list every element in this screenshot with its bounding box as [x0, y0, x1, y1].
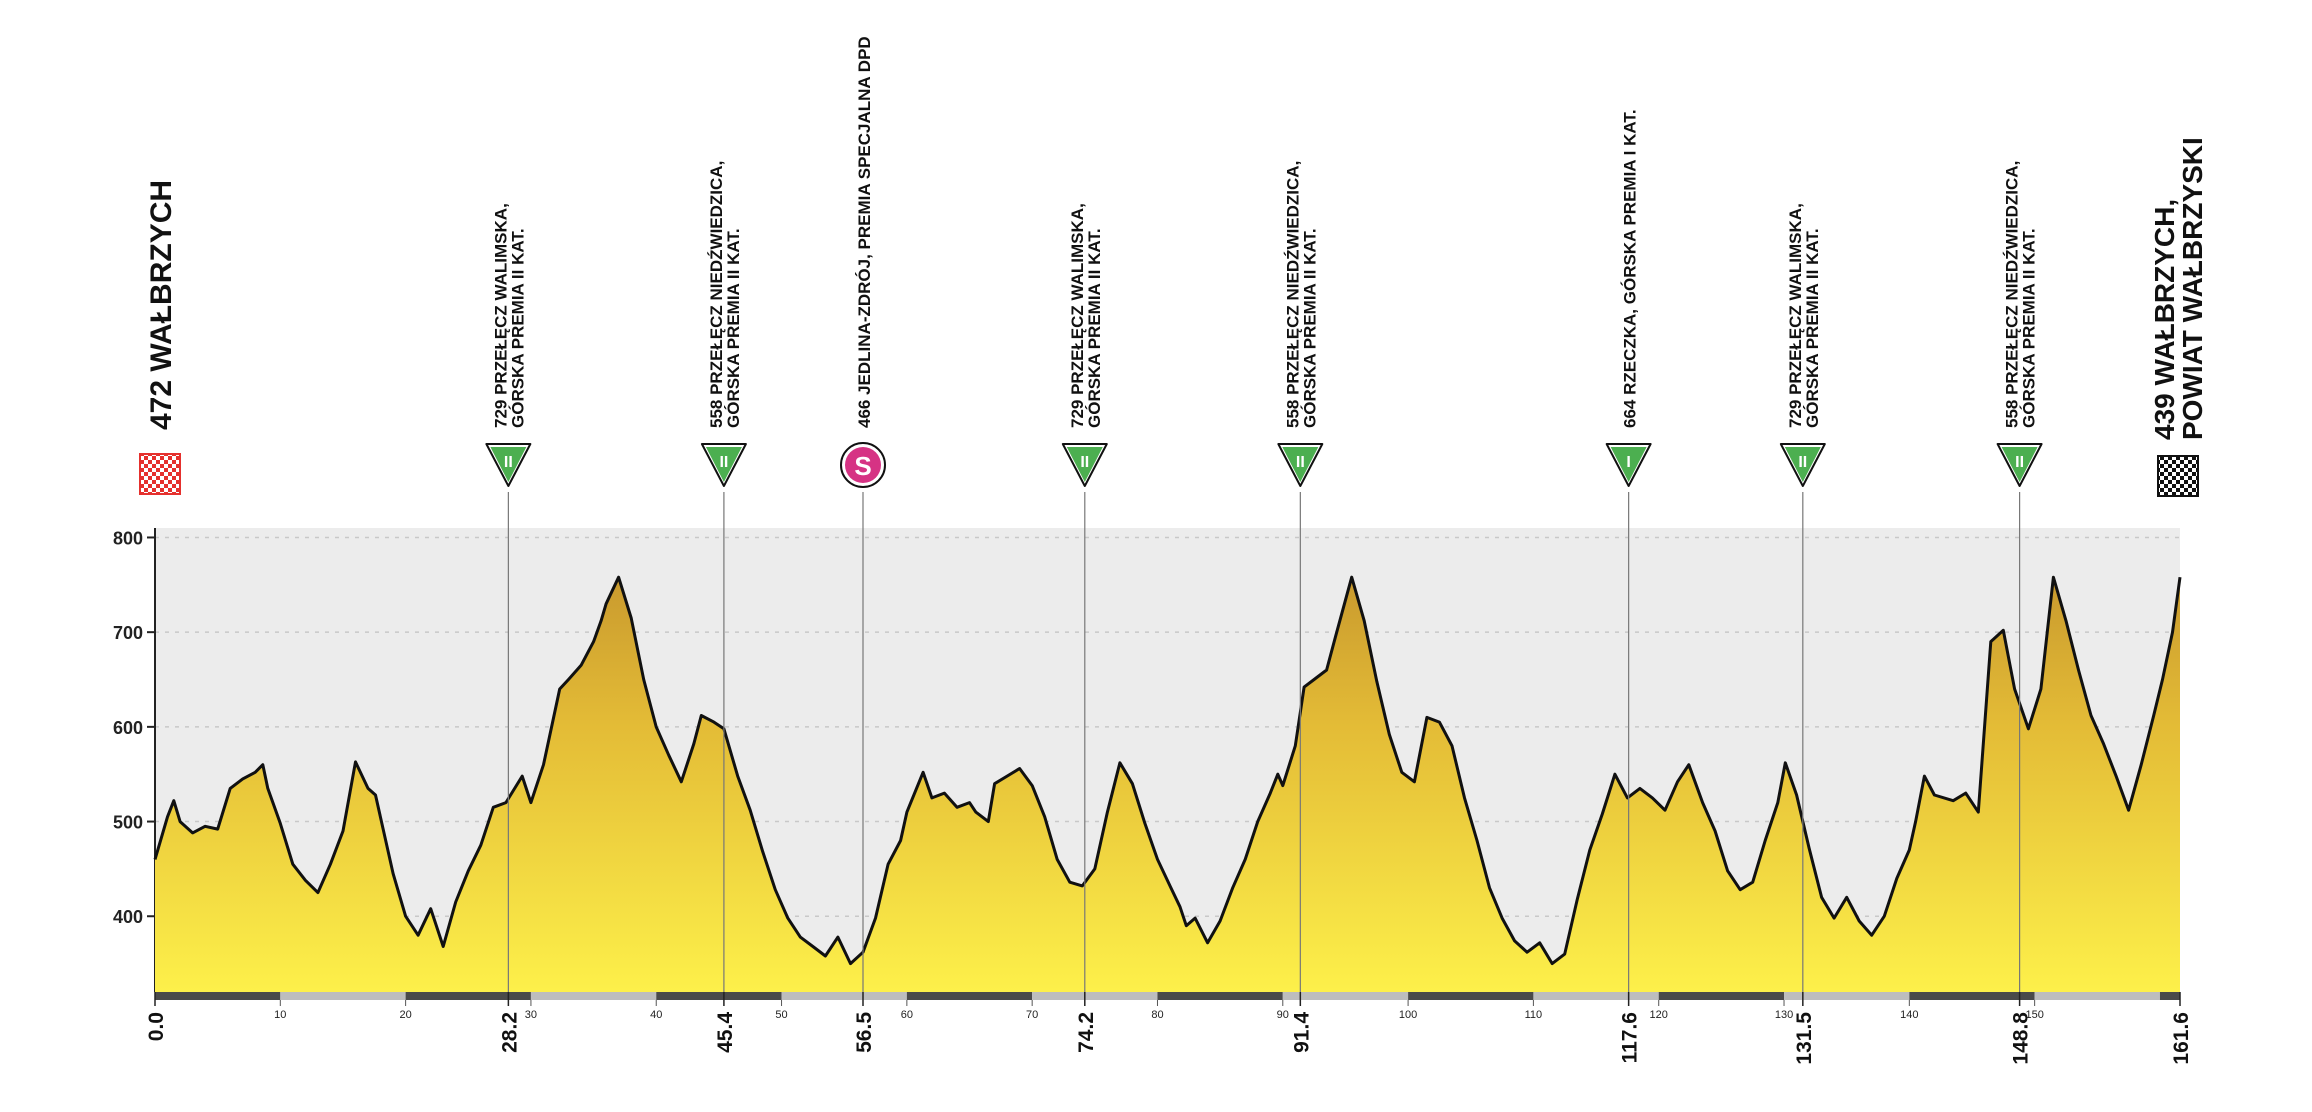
x-minor-tick-label: 70	[1026, 1009, 1038, 1021]
x-minor-tick-label: 110	[1525, 1009, 1543, 1021]
x-minor-tick-label: 100	[1399, 1009, 1417, 1021]
start-flag-icon	[139, 453, 181, 495]
y-tick-label: 400	[113, 907, 143, 927]
distance-bar-segment	[1282, 992, 1409, 1000]
point-label-line1: 729 PRZEŁĘCZ WALIMSKA,	[1068, 203, 1087, 428]
point-label-line1: 558 PRZEŁĘCZ NIEDŹWIEDZICA,	[1283, 161, 1302, 428]
x-major-tick-label: 91.4	[1290, 1012, 1313, 1053]
x-minor-tick-label: 20	[399, 1009, 411, 1021]
x-minor-tick-label: 10	[274, 1009, 286, 1021]
start-finish: 472 WAŁBRZYCH 439 WAŁBRZYCH,POWIAT WAŁBRZ…	[139, 137, 2208, 497]
x-major-tick-label: 56.5	[853, 1012, 876, 1053]
distance-bar-segment	[530, 992, 657, 1000]
x-minor-tick-label: 130	[1775, 1009, 1793, 1021]
point-label-line2: GÓRSKA PREMIA II KAT.	[1803, 228, 1822, 428]
point-label-line2: GÓRSKA PREMIA II KAT.	[1300, 228, 1319, 428]
x-minor-tick-label: 60	[901, 1009, 913, 1021]
climb-category-label: II	[1798, 454, 1807, 471]
x-major-tick-label: 0.0	[145, 1012, 168, 1041]
x-minor-tick-label: 80	[1151, 1009, 1163, 1021]
climb-category-label: II	[1296, 454, 1305, 471]
x-minor-tick-label: 120	[1650, 1009, 1668, 1021]
point-label-line1: 664 RZECZKA, GÓRSKA PREMIA I KAT.	[1621, 109, 1640, 428]
start-label: 472 WAŁBRZYCH	[145, 180, 178, 430]
y-tick-label: 800	[113, 528, 143, 548]
x-minor-tick-label: 30	[525, 1009, 537, 1021]
point-label-line2: GÓRSKA PREMIA II KAT.	[1085, 228, 1104, 428]
climb-category-icon-fill	[1066, 447, 1103, 482]
climb-category-label: II	[1080, 454, 1089, 471]
y-tick-label: 600	[113, 718, 143, 738]
point-label-line1: 729 PRZEŁĘCZ WALIMSKA,	[491, 203, 510, 428]
x-major-tick-label: 74.2	[1075, 1012, 1098, 1053]
finish-flag-icon	[2157, 455, 2199, 497]
climb-category-icon-fill	[1610, 447, 1647, 482]
climb-category-label: II	[2015, 454, 2024, 471]
climb-category-icon-fill	[1784, 447, 1821, 482]
x-minor-tick-label: 150	[2025, 1009, 2043, 1021]
distance-bar-segment	[906, 992, 1033, 1000]
distance-bar-segment	[1157, 992, 1283, 1000]
elevation-area	[155, 577, 2180, 992]
y-axis: 400 500 600 700 800	[113, 528, 156, 992]
point-label-line2: GÓRSKA PREMIA II KAT.	[2020, 228, 2039, 428]
distance-bar-segment	[280, 992, 406, 1000]
x-major-tick-label: 28.2	[498, 1012, 521, 1053]
climb-category-icon-fill	[490, 447, 527, 482]
finish-label-line2: POWIAT WAŁBRZYSKI	[2177, 137, 2208, 440]
point-label-line2: GÓRSKA PREMIA II KAT.	[508, 228, 527, 428]
x-major-tick-label: 131.5	[1793, 1012, 1816, 1065]
climb-category-label: I	[1626, 454, 1630, 471]
distance-bar-segment	[1032, 992, 1158, 1000]
x-axis: 10 20 30 40 50 60 70 80 90 100 110 120 130 140 150 0.0 2…	[145, 992, 2193, 1065]
x-minor-tick-label: 40	[650, 1009, 662, 1021]
point-label-line1: 729 PRZEŁĘCZ WALIMSKA,	[1786, 203, 1805, 428]
point-label-line1: 558 PRZEŁĘCZ NIEDŹWIEDZICA,	[707, 161, 726, 428]
x-minor-tick-label: 50	[775, 1009, 787, 1021]
y-tick-label: 500	[113, 813, 143, 833]
special-sprint-letter: S	[854, 451, 871, 481]
distance-bar-segment	[1533, 992, 1659, 1000]
x-major-tick-label: 161.6	[2170, 1012, 2193, 1065]
x-major-tick-label: 148.8	[2010, 1012, 2033, 1065]
point-label-line1: 466 JEDLINA-ZDRÓJ, PREMIA SPECJALNA DPD	[855, 36, 874, 428]
climb-category-icon-fill	[2001, 447, 2038, 482]
climb-category-label: II	[719, 454, 728, 471]
distance-bar-segment	[1658, 992, 1785, 1000]
distance-bar-segment	[155, 992, 281, 1000]
distance-bar-segment	[2034, 992, 2160, 1000]
point-label-line1: 558 PRZEŁĘCZ NIEDŹWIEDZICA,	[2003, 161, 2022, 428]
climb-category-label: II	[504, 454, 513, 471]
finish-label-line1: 439 WAŁBRZYCH,	[2149, 199, 2180, 440]
distance-bar-segment	[1408, 992, 1534, 1000]
special-sprint-icon-fill	[844, 447, 881, 483]
distance-bar-segment	[656, 992, 782, 1000]
x-minor-tick-label: 140	[1900, 1009, 1918, 1021]
x-major-tick-label: 117.6	[1619, 1012, 1642, 1063]
y-tick-label: 700	[113, 623, 143, 643]
distance-bar-segment	[1909, 992, 2035, 1000]
elevation-line	[153, 575, 2182, 966]
x-major-tick-label: 45.4	[714, 1012, 737, 1053]
distance-bar-segment	[781, 992, 907, 1000]
distance-bar-segment	[2159, 992, 2180, 1000]
climb-category-icon-fill	[705, 447, 742, 482]
distance-bar-segment	[405, 992, 531, 1000]
point-label-line2: GÓRSKA PREMIA II KAT.	[724, 228, 743, 428]
distance-bar-segment	[1784, 992, 1910, 1000]
climb-category-icon-fill	[1282, 447, 1319, 482]
distance-bar	[155, 992, 2180, 1000]
x-minor-tick-label: 90	[1277, 1009, 1289, 1021]
